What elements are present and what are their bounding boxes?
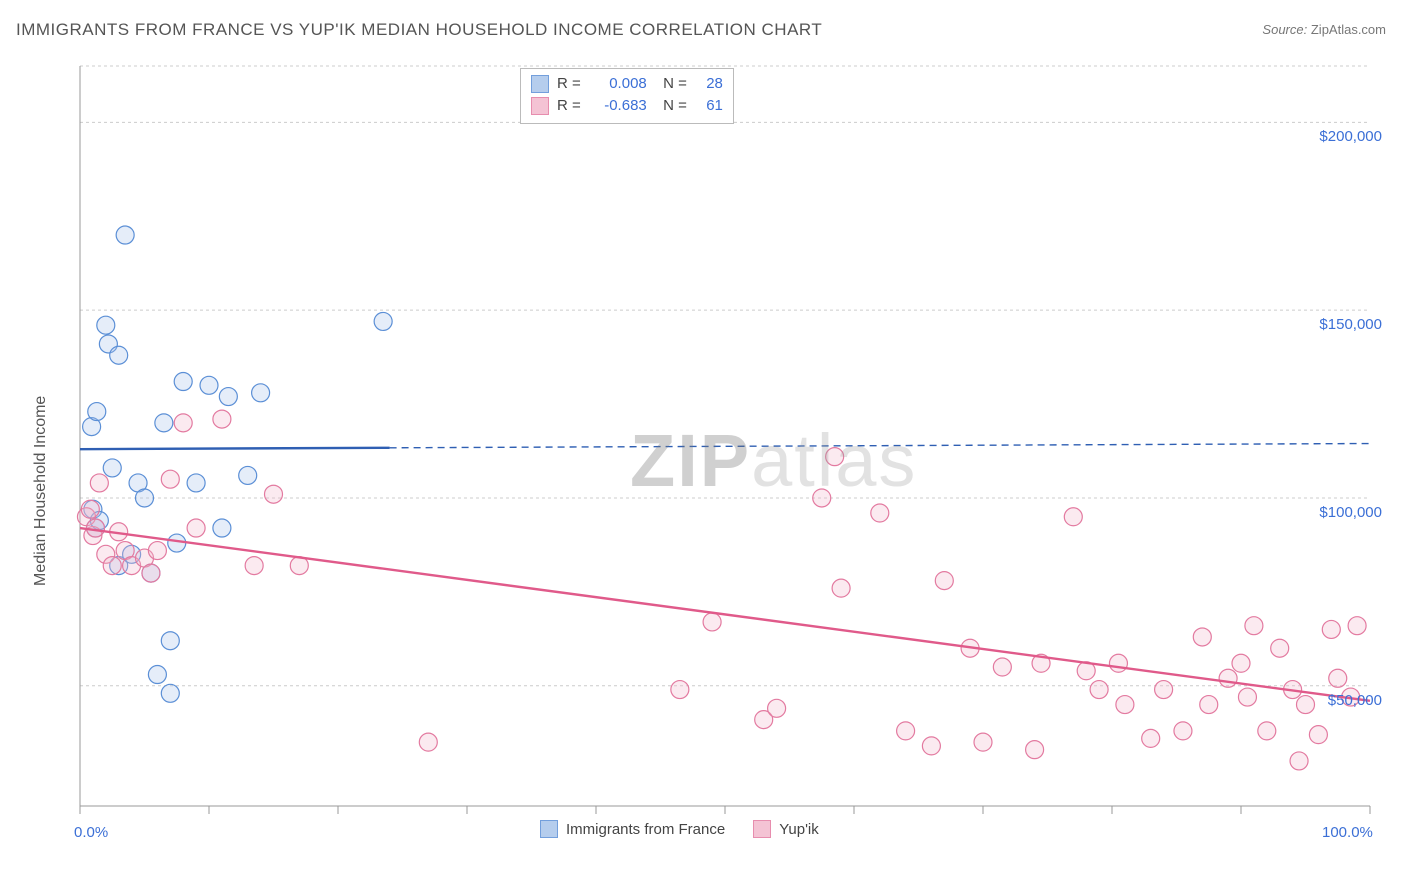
legend-swatch — [753, 820, 771, 838]
source-attribution: Source: ZipAtlas.com — [1262, 22, 1386, 37]
y-tick-label: $200,000 — [1292, 128, 1382, 145]
source-label: Source: — [1262, 22, 1307, 37]
stats-r-value: -0.683 — [589, 95, 647, 117]
stats-row: R = 0.008 N = 28 — [531, 73, 723, 95]
legend-label: Yup'ik — [779, 821, 819, 838]
chart-container: ZIPatlas Median Household Income R = 0.0… — [50, 56, 1390, 826]
stats-swatch — [531, 97, 549, 115]
stats-n-label: N = — [655, 95, 687, 117]
stats-r-value: 0.008 — [589, 73, 647, 95]
x-tick-label: 0.0% — [74, 824, 108, 841]
y-axis-label: Median Household Income — [32, 396, 50, 586]
source-value: ZipAtlas.com — [1311, 22, 1386, 37]
stats-r-label: R = — [557, 73, 581, 95]
legend-label: Immigrants from France — [566, 821, 725, 838]
stats-n-value: 28 — [695, 73, 723, 95]
chart-title: IMMIGRANTS FROM FRANCE VS YUP'IK MEDIAN … — [16, 20, 822, 40]
y-tick-label: $50,000 — [1292, 692, 1382, 709]
x-tick-label: 100.0% — [1322, 824, 1373, 841]
stats-r-label: R = — [557, 95, 581, 117]
stats-row: R = -0.683 N = 61 — [531, 95, 723, 117]
scatter-chart — [50, 56, 1390, 826]
legend-item: Yup'ik — [753, 820, 819, 838]
correlation-stats-box: R = 0.008 N = 28R = -0.683 N = 61 — [520, 68, 734, 124]
legend: Immigrants from France Yup'ik — [540, 820, 819, 838]
legend-swatch — [540, 820, 558, 838]
stats-n-label: N = — [655, 73, 687, 95]
y-tick-label: $100,000 — [1292, 504, 1382, 521]
legend-item: Immigrants from France — [540, 820, 725, 838]
stats-n-value: 61 — [695, 95, 723, 117]
stats-swatch — [531, 75, 549, 93]
y-tick-label: $150,000 — [1292, 316, 1382, 333]
